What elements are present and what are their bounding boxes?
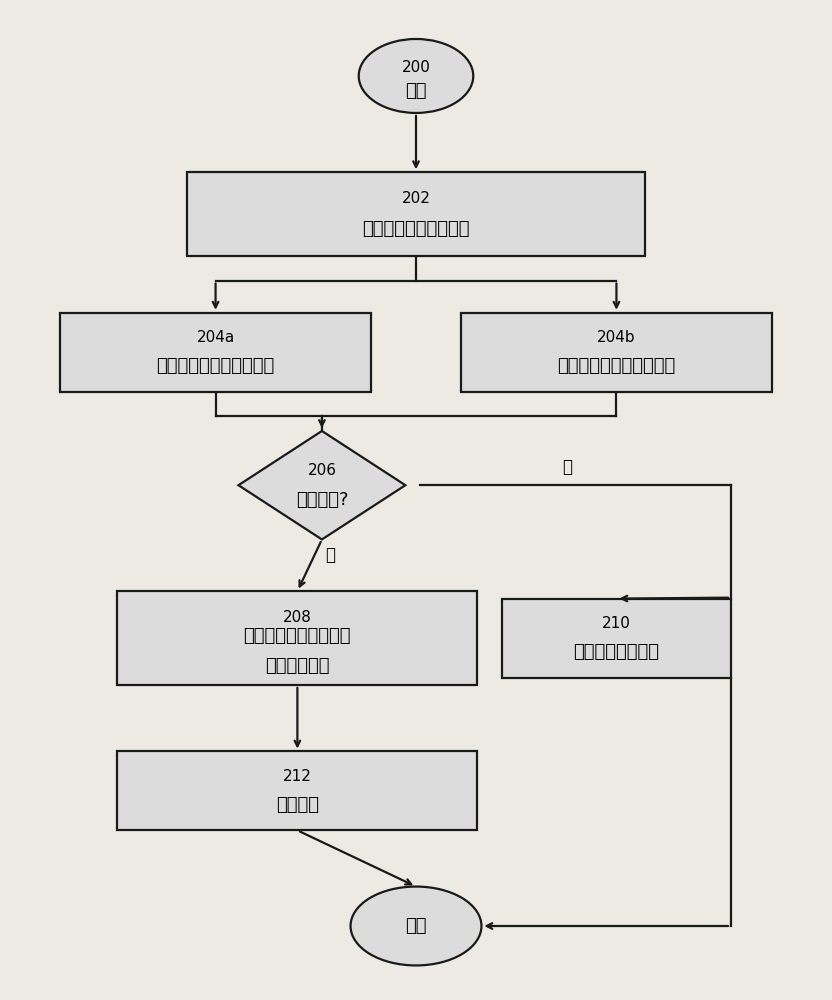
Text: 208: 208 xyxy=(283,610,312,625)
Text: 200: 200 xyxy=(402,60,430,75)
Text: 否: 否 xyxy=(562,458,572,476)
Polygon shape xyxy=(239,431,405,539)
Text: 202: 202 xyxy=(402,191,430,206)
Text: 发送警告信号: 发送警告信号 xyxy=(265,657,329,675)
Text: 特征异常?: 特征异常? xyxy=(295,491,348,509)
Text: 是: 是 xyxy=(325,546,335,564)
FancyBboxPatch shape xyxy=(117,751,478,830)
Text: 结束: 结束 xyxy=(405,917,427,935)
Text: 212: 212 xyxy=(283,769,312,784)
Text: 206: 206 xyxy=(307,463,336,478)
Text: 时域分析，时域特征提取: 时域分析，时域特征提取 xyxy=(156,357,275,375)
Text: 正常重量信号输出: 正常重量信号输出 xyxy=(573,643,660,661)
FancyBboxPatch shape xyxy=(187,172,645,256)
Text: 称重暂停: 称重暂停 xyxy=(276,796,319,814)
Ellipse shape xyxy=(350,887,482,965)
FancyBboxPatch shape xyxy=(502,599,731,678)
Text: 开始: 开始 xyxy=(405,82,427,100)
Text: 频域分析，频域特征提取: 频域分析，频域特征提取 xyxy=(557,357,676,375)
Text: 210: 210 xyxy=(602,616,631,631)
Text: 实时重量数据连续输入: 实时重量数据连续输入 xyxy=(362,220,470,238)
Text: 204a: 204a xyxy=(196,330,235,345)
Text: 204b: 204b xyxy=(597,330,636,345)
FancyBboxPatch shape xyxy=(60,313,371,392)
Ellipse shape xyxy=(359,39,473,113)
FancyBboxPatch shape xyxy=(117,591,478,685)
Text: 发现并记录作弊行为，: 发现并记录作弊行为， xyxy=(244,627,351,645)
FancyBboxPatch shape xyxy=(461,313,772,392)
